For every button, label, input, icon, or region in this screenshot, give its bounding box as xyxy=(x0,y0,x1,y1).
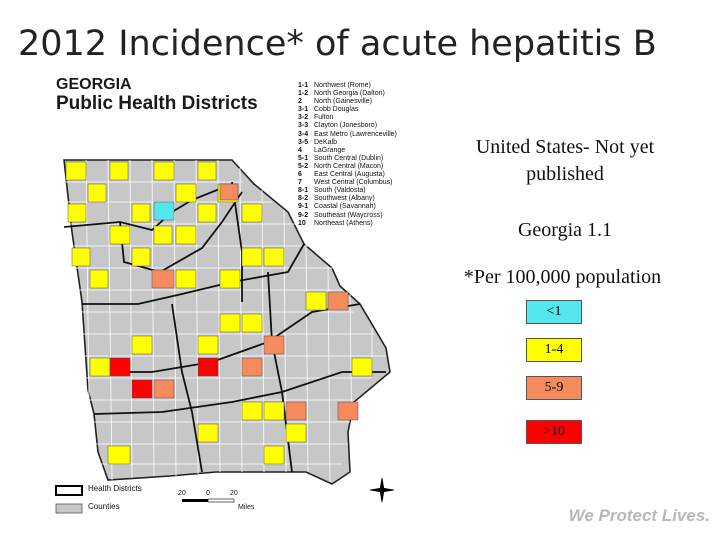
district-list: 1-1 Northwest (Rome) 1-2 North Georgia (Da… xyxy=(298,82,397,228)
district-entry: 3-1 Cobb Douglas xyxy=(298,106,359,114)
legend-health-districts: Health Districts xyxy=(88,484,142,493)
district-entry: 3-2 Fulton xyxy=(298,114,334,122)
district-entry: 6 East Central (Augusta) xyxy=(298,171,385,179)
district-entry: 3-4 East Metro (Lawrenceville) xyxy=(298,130,397,138)
legend-box-lt1: <1 xyxy=(526,300,582,324)
district-entry: 9-2 Southeast (Waycross) xyxy=(298,211,383,219)
scale-label: 0 xyxy=(206,490,210,497)
district-entry: 7 West Central (Columbus) xyxy=(298,179,393,187)
legend-box-1-4: 1-4 xyxy=(526,338,582,362)
district-entry: 1-1 Northwest (Rome) xyxy=(298,82,371,89)
us-note: United States- Not yet published xyxy=(475,136,655,185)
scale-label: 20 xyxy=(178,490,186,497)
scale-unit: Miles xyxy=(238,504,255,511)
legend-box-5-9: 5-9 xyxy=(526,376,582,400)
district-entry: 8-2 Southwest (Albany) xyxy=(298,195,375,203)
district-entry: 10 Northeast (Athens) xyxy=(298,219,373,227)
district-entry: 1-2 North Georgia (Dalton) xyxy=(298,90,385,98)
district-entry: 9-1 Coastal (Savannah) xyxy=(298,203,376,211)
footer-tagline: We Protect Lives. xyxy=(568,506,710,525)
legend-box-gt10: >10 xyxy=(526,420,582,444)
georgia-rate: Georgia 1.1 xyxy=(517,219,613,241)
district-entry: 8-1 South (Valdosta) xyxy=(298,187,366,195)
map-subheading: Public Health Districts xyxy=(56,93,258,114)
rate-footnote: *Per 100,000 population xyxy=(463,266,662,288)
district-entry: 2 North (Gainesville) xyxy=(298,98,372,106)
district-entry: 5-2 North Central (Macon) xyxy=(298,162,384,170)
slide-title: 2012 Incidence* of acute hepatitis B xyxy=(18,24,657,64)
district-entry: 3-3 Clayton (Jonesboro) xyxy=(298,122,378,130)
scale-label: 20 xyxy=(230,490,238,497)
legend-counties: Counties xyxy=(88,502,120,511)
district-entry: 4 LaGrange xyxy=(298,146,346,154)
district-entry: 5-1 South Central (Dublin) xyxy=(298,154,384,162)
district-entry: 3-5 DeKalb xyxy=(298,138,337,146)
georgia-map: GEORGIA Public Health Districts 1-1 North… xyxy=(42,72,414,524)
map-heading: GEORGIA xyxy=(56,76,132,93)
georgia-map-graphic xyxy=(55,159,395,514)
